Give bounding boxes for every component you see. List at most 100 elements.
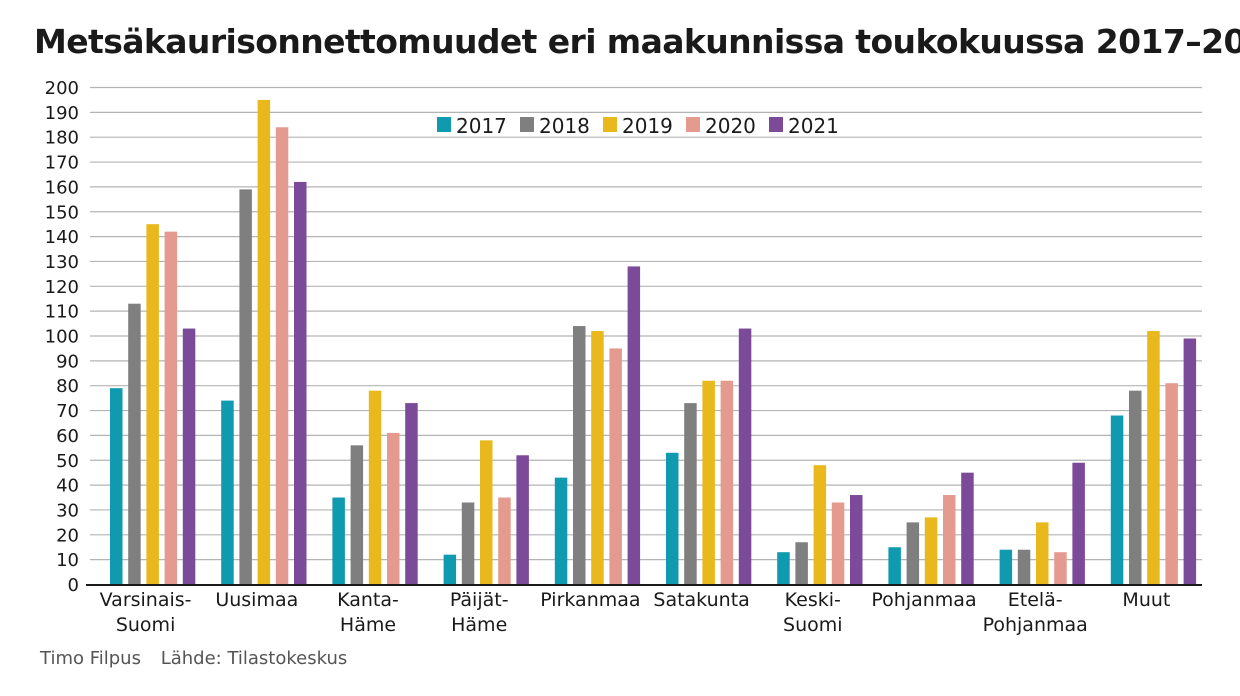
y-tick-label: 200 xyxy=(45,78,79,99)
source-credit: Lähde: Tilastokeskus xyxy=(160,648,348,669)
y-tick-label: 10 xyxy=(56,550,79,571)
category-label: Pohjanmaa xyxy=(871,589,976,611)
bar-2018-2 xyxy=(350,445,364,585)
y-tick-label: 120 xyxy=(45,277,79,298)
bar-2020-4 xyxy=(609,348,622,585)
bar-2017-1 xyxy=(221,400,234,585)
category-label: Muut xyxy=(1122,589,1170,611)
bar-2017-4 xyxy=(554,477,568,585)
y-tick-label: 130 xyxy=(45,252,79,273)
y-tick-label: 0 xyxy=(68,575,79,596)
bars xyxy=(110,99,1197,585)
x-axis: Varsinais- Suomi Uusimaa Kanta- Häme Päijät- H… xyxy=(86,584,1202,636)
bar-2020-5 xyxy=(720,380,734,585)
bar-2018-6 xyxy=(795,542,808,585)
bar-2018-8 xyxy=(1017,549,1031,585)
y-tick-label: 110 xyxy=(45,302,79,323)
category-label: Suomi xyxy=(116,614,176,636)
y-tick-label: 100 xyxy=(45,327,79,348)
y-tick-label: 20 xyxy=(56,525,79,546)
bar-2017-6 xyxy=(777,552,790,585)
category-label: Varsinais- xyxy=(100,589,192,611)
bar-2018-7 xyxy=(906,522,920,585)
legend-swatch-2019 xyxy=(603,117,617,132)
legend-swatch-2021 xyxy=(769,117,783,132)
bar-2019-2 xyxy=(368,390,382,585)
bar-2019-0 xyxy=(146,224,159,585)
bar-2017-7 xyxy=(888,547,901,585)
chart-title: Metsäkaurisonnettomuudet eri maakunnissa… xyxy=(34,22,1240,61)
bar-2019-4 xyxy=(591,331,604,585)
category-label: Pohjanmaa xyxy=(983,614,1088,636)
bar-chart: 0 10 20 30 40 50 60 70 80 90 100 110 120 130 140 150 160… xyxy=(45,78,1202,636)
category-label: Uusimaa xyxy=(215,589,298,611)
bar-2020-7 xyxy=(943,495,956,585)
bar-2018-4 xyxy=(573,326,586,585)
bar-2021-6 xyxy=(850,495,863,585)
gridlines xyxy=(90,86,1202,561)
legend-swatch-2018 xyxy=(520,117,534,132)
bar-2017-9 xyxy=(1110,415,1124,585)
bar-2020-9 xyxy=(1165,383,1178,585)
legend-label-2020: 2020 xyxy=(705,114,756,138)
bar-2019-8 xyxy=(1036,522,1049,585)
bar-2017-3 xyxy=(443,554,457,585)
legend-label-2018: 2018 xyxy=(539,114,590,138)
bar-2018-3 xyxy=(461,502,475,585)
category-label: Kanta- xyxy=(337,589,399,611)
bar-2018-1 xyxy=(239,189,252,585)
category-label: Häme xyxy=(340,614,396,636)
bar-2019-7 xyxy=(924,517,938,585)
bar-2019-3 xyxy=(480,440,493,585)
category-label: Satakunta xyxy=(653,589,749,611)
bar-2017-0 xyxy=(110,388,123,585)
footer: Timo Filpus Lähde: Tilastokeskus xyxy=(40,648,347,669)
category-label: Pirkanmaa xyxy=(540,589,640,611)
y-tick-label: 140 xyxy=(45,227,79,248)
category-label: Päijät- xyxy=(450,589,509,611)
y-tick-label: 160 xyxy=(45,177,79,198)
bar-2020-2 xyxy=(387,432,400,585)
y-tick-label: 60 xyxy=(56,426,79,447)
y-tick-label: 180 xyxy=(45,128,79,149)
legend-swatch-2017 xyxy=(437,117,451,132)
bar-2019-6 xyxy=(813,465,827,585)
legend-label-2017: 2017 xyxy=(456,114,507,138)
y-tick-label: 170 xyxy=(45,153,79,174)
y-axis: 0 10 20 30 40 50 60 70 80 90 100 110 120 130 140 150 160… xyxy=(45,78,79,596)
legend-swatch-2020 xyxy=(686,117,700,132)
y-tick-label: 90 xyxy=(56,351,79,372)
bar-2021-5 xyxy=(738,328,752,585)
bar-2017-2 xyxy=(332,497,345,585)
bar-2017-8 xyxy=(999,549,1013,585)
bar-2021-3 xyxy=(516,455,529,585)
bar-2021-1 xyxy=(294,181,307,585)
category-label: Keski- xyxy=(785,589,841,611)
legend-label-2021: 2021 xyxy=(788,114,839,138)
y-tick-label: 80 xyxy=(56,376,79,397)
y-tick-label: 70 xyxy=(56,401,79,422)
bar-2018-5 xyxy=(684,403,697,585)
bar-2021-0 xyxy=(182,328,196,585)
category-label: Häme xyxy=(451,614,507,636)
bar-2019-9 xyxy=(1147,331,1160,585)
bar-2021-2 xyxy=(405,403,418,585)
y-tick-label: 30 xyxy=(56,500,79,521)
legend: 2017 2018 2019 2020 2021 xyxy=(437,114,839,138)
bar-2019-1 xyxy=(257,99,271,585)
bar-2017-5 xyxy=(666,452,679,585)
bar-2020-0 xyxy=(164,231,178,585)
bar-2020-8 xyxy=(1054,552,1067,585)
legend-label-2019: 2019 xyxy=(622,114,673,138)
bar-2021-4 xyxy=(627,266,641,585)
bar-2018-0 xyxy=(128,303,141,585)
category-label: Etelä- xyxy=(1008,589,1063,611)
y-tick-label: 150 xyxy=(45,202,79,223)
y-tick-label: 50 xyxy=(56,451,79,472)
bar-2018-9 xyxy=(1129,390,1142,585)
y-tick-label: 40 xyxy=(56,476,79,497)
bar-2021-8 xyxy=(1072,462,1085,585)
bar-2020-3 xyxy=(498,497,511,585)
bar-2020-1 xyxy=(275,127,289,585)
bar-2019-5 xyxy=(702,380,715,585)
